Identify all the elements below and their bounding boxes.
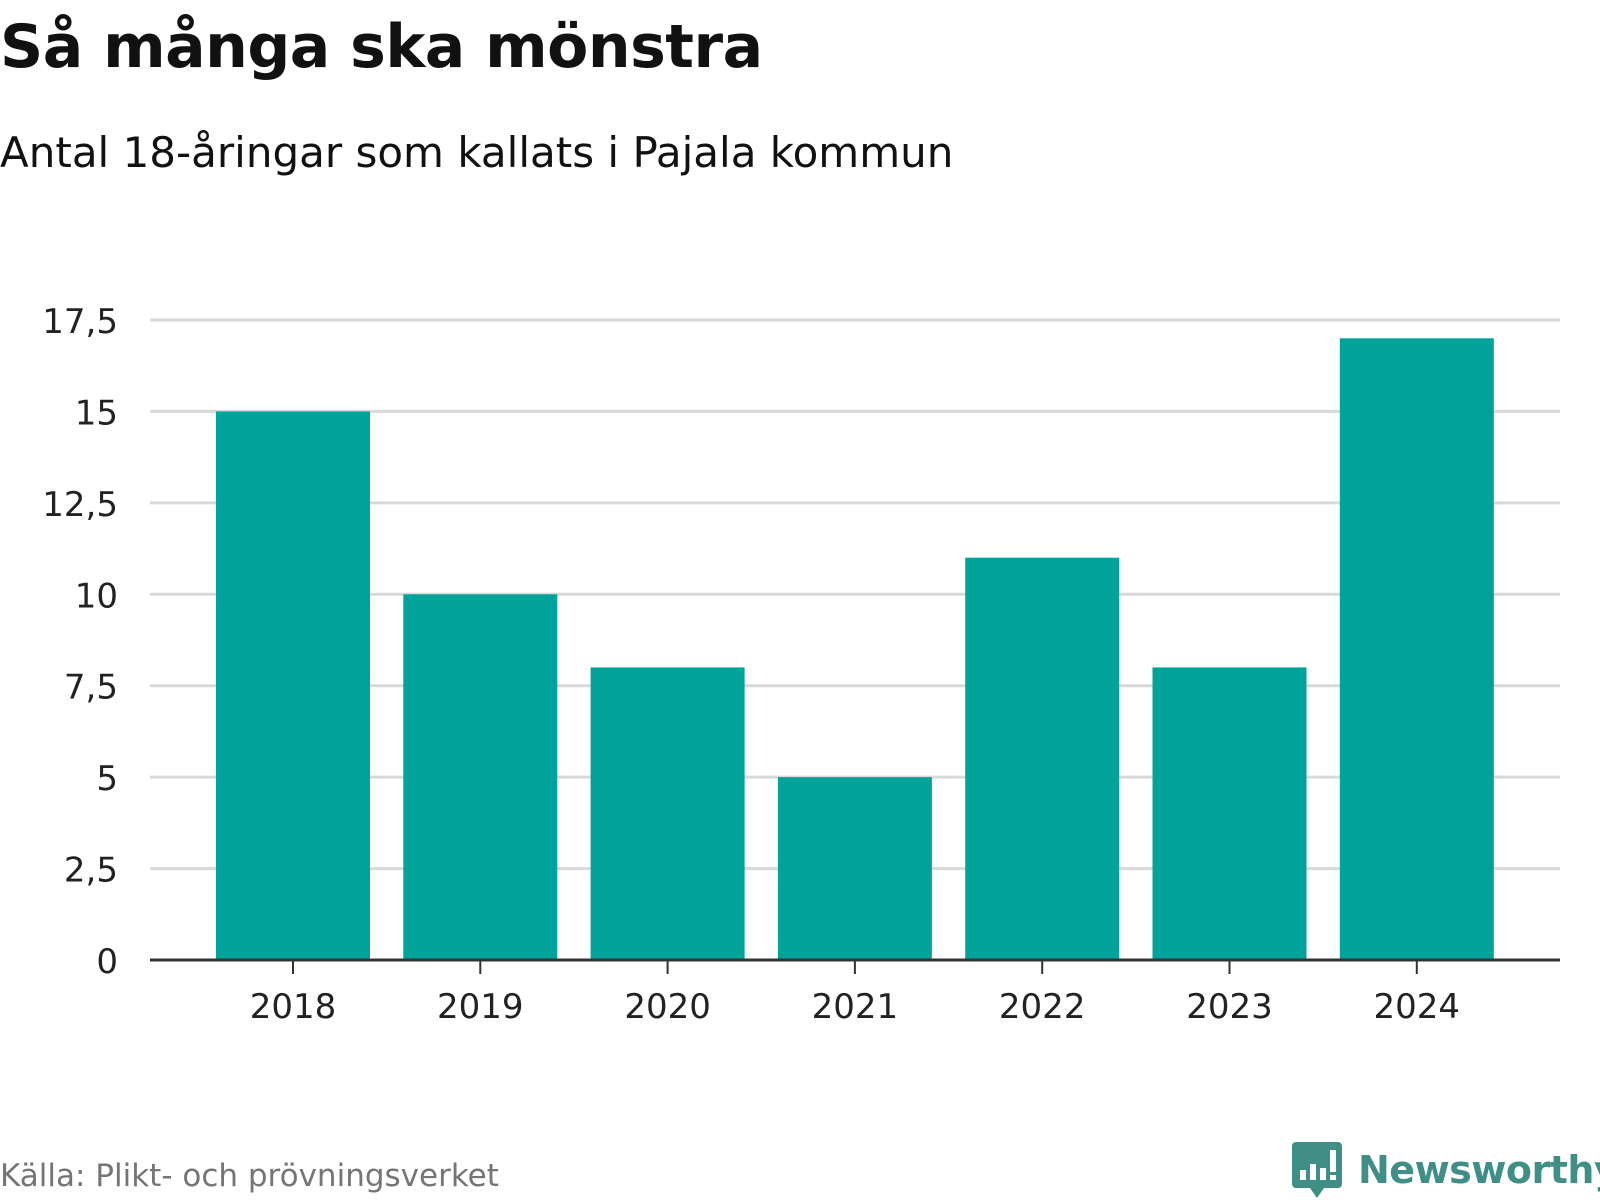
y-tick-label: 15 [75,393,118,433]
y-tick-label: 7,5 [64,668,118,708]
brand-logo: Newsworthy [1292,1140,1600,1200]
y-tick-label: 0 [96,942,118,982]
bar [216,411,370,960]
bar-chart: 0 2,5 5 7,5 10 12,5 15 17,5 2018 2019 2020 2021 2022… [42,302,1560,1027]
chart-subtitle: Antal 18-åringar som kallats i Pajala ko… [0,128,954,177]
x-tick-label: 2020 [624,987,711,1027]
bar [965,557,1120,960]
x-tick-label: 2018 [250,987,337,1027]
y-tick-label: 17,5 [42,302,118,342]
brand-name: Newsworthy [1358,1148,1600,1192]
bar [1339,338,1494,960]
x-tick-label: 2023 [1186,987,1273,1027]
bar [1152,667,1307,960]
y-tick-label: 5 [96,759,118,799]
source-note: Källa: Plikt- och prövningsverket [0,1158,499,1194]
x-tick-label: 2022 [999,987,1086,1027]
x-tick-label: 2019 [437,987,524,1027]
bar-chart-speech-bubble-icon [1292,1142,1342,1198]
bar [403,594,558,960]
x-tick-label: 2021 [812,987,899,1027]
y-tick-label: 10 [75,576,118,616]
y-tick-label: 12,5 [42,485,118,525]
x-tick-label: 2024 [1374,987,1461,1027]
bar [590,667,745,960]
chart-title: Så många ska mönstra [0,12,763,82]
y-tick-label: 2,5 [64,851,118,891]
bar [777,777,932,960]
